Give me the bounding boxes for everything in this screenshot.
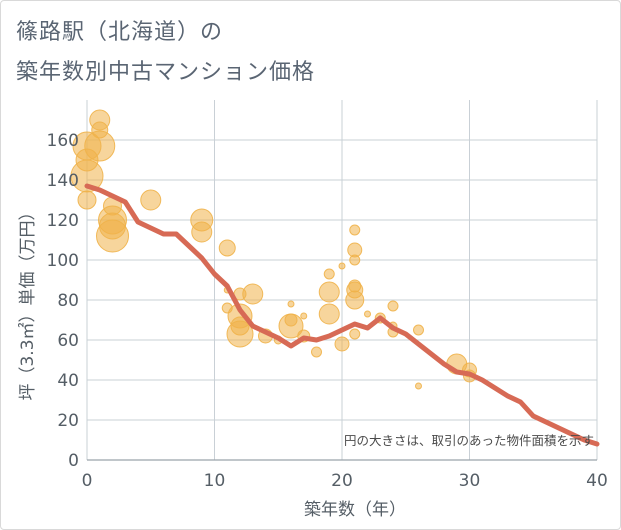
- data-bubble: [84, 130, 116, 162]
- data-bubble: [349, 254, 361, 266]
- x-tick-label: 20: [331, 471, 353, 491]
- data-bubble: [387, 300, 399, 312]
- data-bubble: [278, 313, 304, 339]
- data-bubble: [218, 239, 236, 257]
- y-axis-label: 坪（3.3㎡）単価（万円）: [18, 203, 38, 400]
- bubble-size-note: 円の大きさは、取引のあった物件面積を示す: [344, 433, 594, 448]
- y-tick-label: 80: [57, 291, 79, 311]
- data-bubble: [300, 312, 308, 320]
- grid-lines: [86, 100, 598, 461]
- y-tick-label: 40: [57, 371, 79, 391]
- data-bubble: [318, 303, 340, 325]
- y-tick-label: 100: [47, 251, 79, 271]
- data-bubble: [287, 300, 295, 308]
- y-tick-label: 60: [57, 331, 79, 351]
- trend-line: [84, 183, 600, 447]
- data-bubble: [140, 189, 162, 211]
- y-tick-label: 160: [47, 131, 79, 151]
- data-bubble: [77, 190, 97, 210]
- data-bubble: [338, 262, 346, 270]
- data-bubble: [323, 268, 335, 280]
- y-tick-labels: 0 20 40 60 80 100 120 140 160: [47, 131, 79, 471]
- data-bubble: [96, 219, 129, 253]
- data-bubble: [318, 281, 340, 303]
- data-bubble: [349, 328, 361, 340]
- chart-title-line1: 篠路駅（北海道）の: [16, 20, 224, 45]
- x-tick-label: 10: [204, 471, 226, 491]
- data-bubble: [349, 224, 361, 236]
- y-tick-label: 140: [47, 171, 79, 191]
- x-axis-label: 築年数（年）: [304, 500, 406, 520]
- x-tick-label: 30: [459, 471, 481, 491]
- data-bubble: [191, 221, 213, 243]
- data-bubble: [226, 320, 254, 348]
- x-tick-labels: 0 10 20 30 40: [82, 471, 608, 491]
- y-tick-label: 120: [47, 211, 79, 231]
- y-tick-label: 0: [68, 451, 79, 471]
- y-tick-label: 20: [57, 411, 79, 431]
- data-bubble: [345, 290, 365, 310]
- data-bubble: [364, 310, 371, 318]
- x-tick-label: 40: [586, 471, 608, 491]
- data-bubble: [413, 324, 424, 336]
- data-bubble: [311, 346, 322, 358]
- data-bubble: [415, 382, 422, 390]
- data-bubble: [334, 336, 350, 352]
- data-bubble: [242, 283, 264, 305]
- transaction-bubbles: [70, 109, 477, 390]
- chart-title-line2: 築年数別中古マンション価格: [16, 60, 316, 85]
- x-tick-label: 0: [82, 471, 93, 491]
